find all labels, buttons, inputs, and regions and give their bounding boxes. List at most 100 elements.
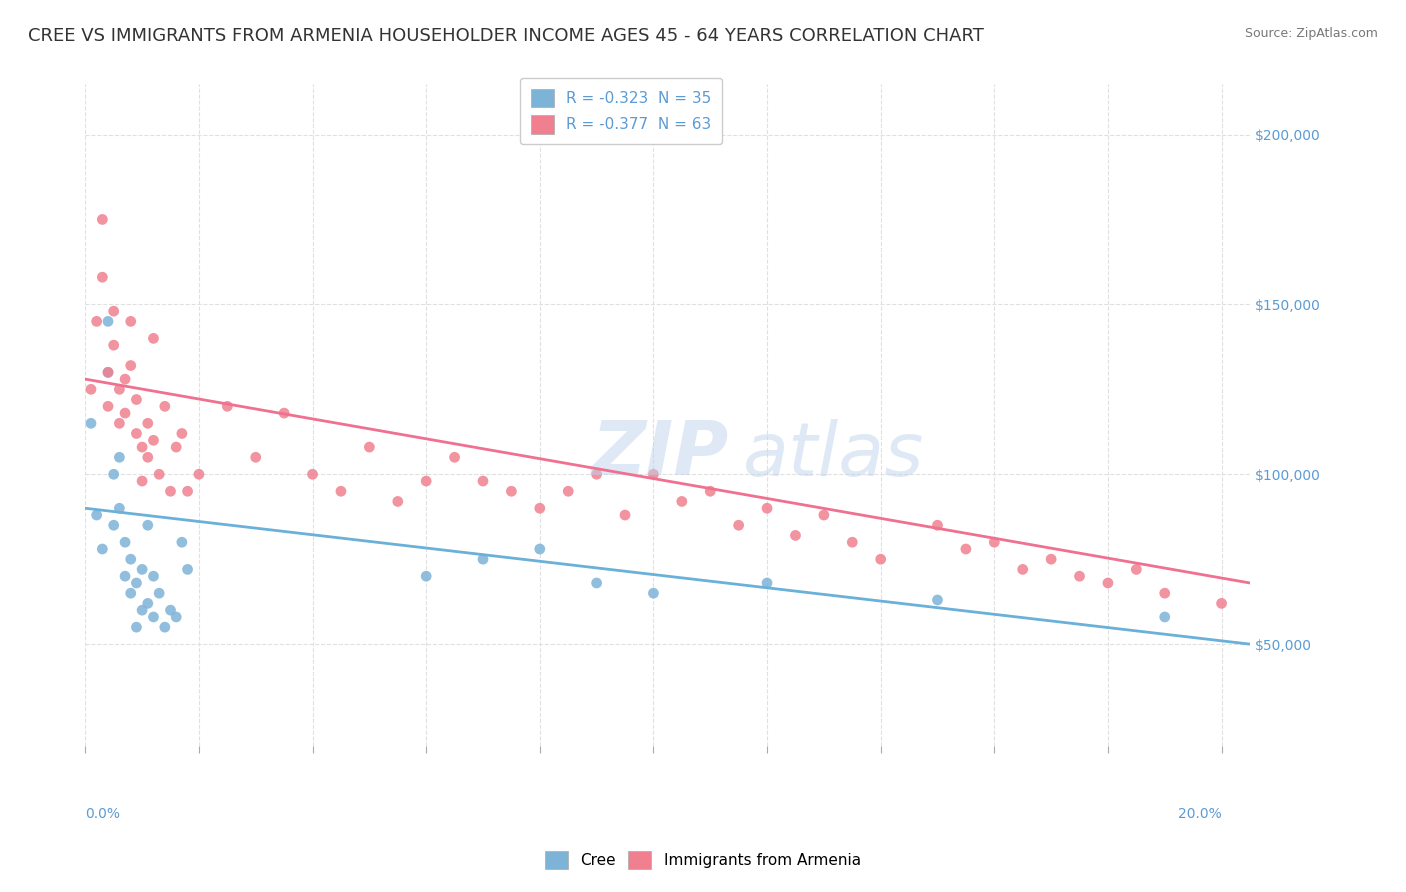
- Point: [955, 541, 977, 556]
- Point: [91, 541, 114, 556]
- Point: [557, 484, 579, 499]
- Point: [120, 359, 142, 373]
- Point: [142, 331, 165, 345]
- Point: [217, 400, 239, 414]
- Point: [585, 576, 607, 591]
- Point: [927, 518, 949, 533]
- Point: [86, 508, 108, 522]
- Point: [176, 484, 198, 499]
- Point: [813, 508, 835, 522]
- Point: [114, 535, 136, 549]
- Text: atlas: atlas: [744, 418, 925, 491]
- Point: [108, 501, 131, 516]
- Point: [301, 467, 323, 482]
- Point: [699, 484, 721, 499]
- Point: [176, 562, 198, 576]
- Point: [1069, 569, 1091, 583]
- Point: [136, 518, 159, 533]
- Point: [136, 450, 159, 465]
- Point: [1040, 552, 1063, 566]
- Point: [103, 304, 125, 318]
- Point: [472, 474, 495, 488]
- Text: 0.0%: 0.0%: [86, 807, 121, 822]
- Point: [86, 314, 108, 328]
- Point: [727, 518, 749, 533]
- Point: [643, 467, 665, 482]
- Point: [114, 372, 136, 386]
- Point: [330, 484, 353, 499]
- Point: [170, 535, 193, 549]
- Point: [125, 620, 148, 634]
- Point: [108, 450, 131, 465]
- Point: [159, 484, 181, 499]
- Point: [443, 450, 465, 465]
- Point: [387, 494, 409, 508]
- Point: [1097, 576, 1119, 591]
- Legend: R = -0.323  N = 35, R = -0.377  N = 63: R = -0.323 N = 35, R = -0.377 N = 63: [520, 78, 721, 145]
- Point: [671, 494, 693, 508]
- Point: [80, 382, 103, 396]
- Point: [415, 569, 437, 583]
- Point: [501, 484, 523, 499]
- Point: [103, 467, 125, 482]
- Point: [120, 586, 142, 600]
- Point: [1153, 586, 1175, 600]
- Text: ZIP: ZIP: [592, 418, 730, 491]
- Point: [415, 474, 437, 488]
- Point: [103, 338, 125, 352]
- Point: [756, 576, 779, 591]
- Text: Source: ZipAtlas.com: Source: ZipAtlas.com: [1244, 27, 1378, 40]
- Point: [159, 603, 181, 617]
- Legend: Cree, Immigrants from Armenia: Cree, Immigrants from Armenia: [540, 845, 866, 875]
- Point: [170, 426, 193, 441]
- Point: [756, 501, 779, 516]
- Point: [869, 552, 891, 566]
- Point: [472, 552, 495, 566]
- Point: [187, 467, 209, 482]
- Point: [165, 610, 187, 624]
- Text: CREE VS IMMIGRANTS FROM ARMENIA HOUSEHOLDER INCOME AGES 45 - 64 YEARS CORRELATIO: CREE VS IMMIGRANTS FROM ARMENIA HOUSEHOL…: [28, 27, 984, 45]
- Point: [1153, 610, 1175, 624]
- Point: [983, 535, 1005, 549]
- Point: [148, 586, 170, 600]
- Point: [529, 541, 551, 556]
- Point: [148, 467, 170, 482]
- Point: [131, 562, 153, 576]
- Point: [131, 603, 153, 617]
- Point: [108, 417, 131, 431]
- Point: [142, 569, 165, 583]
- Point: [97, 314, 120, 328]
- Point: [91, 270, 114, 285]
- Point: [841, 535, 863, 549]
- Point: [153, 400, 176, 414]
- Point: [1211, 596, 1233, 610]
- Text: 20.0%: 20.0%: [1178, 807, 1222, 822]
- Point: [142, 610, 165, 624]
- Point: [785, 528, 807, 542]
- Point: [359, 440, 381, 454]
- Point: [614, 508, 637, 522]
- Point: [585, 467, 607, 482]
- Point: [120, 314, 142, 328]
- Point: [165, 440, 187, 454]
- Point: [125, 426, 148, 441]
- Point: [80, 417, 103, 431]
- Point: [103, 518, 125, 533]
- Point: [125, 576, 148, 591]
- Point: [273, 406, 295, 420]
- Point: [131, 474, 153, 488]
- Point: [529, 501, 551, 516]
- Point: [120, 552, 142, 566]
- Point: [136, 417, 159, 431]
- Point: [1011, 562, 1033, 576]
- Point: [927, 593, 949, 607]
- Point: [114, 569, 136, 583]
- Point: [142, 434, 165, 448]
- Point: [97, 400, 120, 414]
- Point: [108, 382, 131, 396]
- Point: [91, 212, 114, 227]
- Point: [131, 440, 153, 454]
- Point: [1125, 562, 1147, 576]
- Point: [97, 365, 120, 379]
- Point: [114, 406, 136, 420]
